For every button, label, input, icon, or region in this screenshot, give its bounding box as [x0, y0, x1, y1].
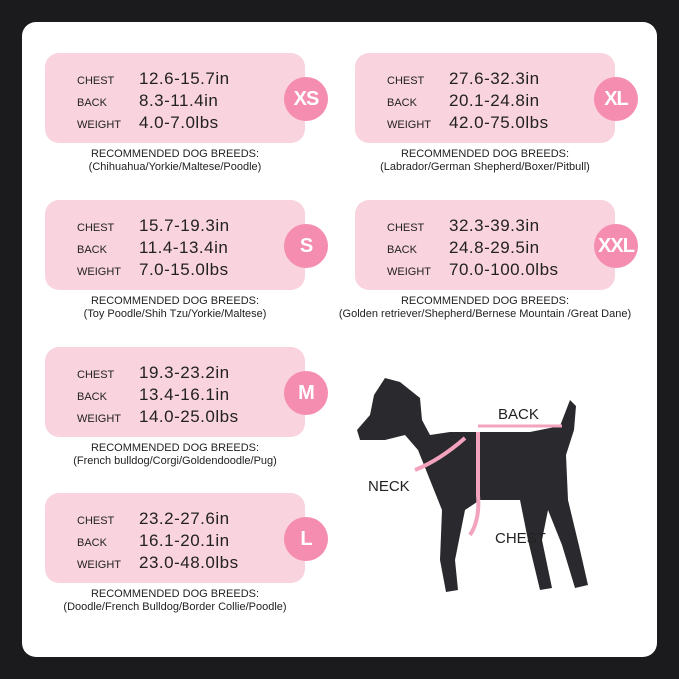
chest-value: 12.6-15.7in: [139, 69, 230, 88]
weight-value: 23.0-48.0lbs: [139, 553, 239, 572]
back-label: BACK: [77, 537, 107, 549]
breeds-list: (Toy Poodle/Shih Tzu/Yorkie/Maltese): [83, 308, 267, 320]
dog-diagram: BACK NECK CHEST: [330, 360, 590, 615]
weight-value: 70.0-100.0lbs: [449, 260, 559, 279]
chest-label: CHEST: [77, 369, 115, 381]
chest-label: CHEST: [495, 530, 546, 547]
breeds-list: (Labrador/German Shepherd/Boxer/Pitbull): [380, 161, 590, 173]
recommended-breeds: RECOMMENDED DOG BREEDS: (Labrador/German …: [325, 148, 645, 174]
breeds-list: (Golden retriever/Shepherd/Bernese Mount…: [338, 308, 632, 320]
chest-label: CHEST: [77, 222, 115, 234]
chest-label: CHEST: [77, 515, 115, 527]
recommended-breeds: RECOMMENDED DOG BREEDS: (Golden retriever…: [325, 295, 645, 321]
recommended-heading: RECOMMENDED DOG BREEDS:: [90, 148, 260, 160]
back-label: BACK: [77, 391, 107, 403]
dog-silhouette-icon: [357, 378, 588, 592]
chest-value: 27.6-32.3in: [449, 69, 540, 88]
neck-label: NECK: [368, 478, 410, 495]
breeds-list: (Doodle/French Bulldog/Border Collie/Poo…: [63, 601, 287, 613]
recommended-breeds: RECOMMENDED DOG BREEDS: (Toy Poodle/Shih …: [15, 295, 335, 321]
back-value: 16.1-20.1in: [139, 531, 230, 550]
recommended-heading: RECOMMENDED DOG BREEDS:: [90, 588, 260, 600]
weight-value: 7.0-15.0lbs: [139, 260, 229, 279]
back-label: BACK: [77, 97, 107, 109]
size-badge: XXL: [594, 224, 638, 268]
size-badge: XS: [284, 77, 328, 121]
back-value: 24.8-29.5in: [449, 238, 540, 257]
back-label: BACK: [77, 244, 107, 256]
size-box: CHEST 27.6-32.3in BACK 20.1-24.8in WEIGHT 4…: [355, 53, 615, 143]
size-badge: XL: [594, 77, 638, 121]
size-box: CHEST 19.3-23.2in BACK 13.4-16.1in WEIGHT 1…: [45, 347, 305, 437]
chest-value: 23.2-27.6in: [139, 509, 230, 528]
back-label: BACK: [498, 406, 539, 423]
size-box: CHEST 12.6-15.7in BACK 8.3-11.4in WEIGHT 4.…: [45, 53, 305, 143]
breeds-list: (Chihuahua/Yorkie/Maltese/Poodle): [88, 161, 262, 173]
weight-label: WEIGHT: [77, 266, 121, 278]
recommended-heading: RECOMMENDED DOG BREEDS:: [400, 295, 570, 307]
size-badge: M: [284, 371, 328, 415]
weight-value: 42.0-75.0lbs: [449, 113, 549, 132]
back-value: 20.1-24.8in: [449, 91, 540, 110]
chest-value: 15.7-19.3in: [139, 216, 230, 235]
weight-label: WEIGHT: [77, 413, 121, 425]
recommended-heading: RECOMMENDED DOG BREEDS:: [400, 148, 570, 160]
size-box: CHEST 23.2-27.6in BACK 16.1-20.1in WEIGHT 2…: [45, 493, 305, 583]
weight-value: 4.0-7.0lbs: [139, 113, 219, 132]
chest-value: 19.3-23.2in: [139, 363, 230, 382]
back-value: 8.3-11.4in: [139, 91, 219, 110]
size-badge: L: [284, 517, 328, 561]
chest-label: CHEST: [387, 222, 425, 234]
size-box: CHEST 32.3-39.3in BACK 24.8-29.5in WEIGHT 7…: [355, 200, 615, 290]
chest-label: CHEST: [77, 75, 115, 87]
breeds-list: (French bulldog/Corgi/Goldendoodle/Pug): [73, 455, 277, 467]
chest-label: CHEST: [387, 75, 425, 87]
recommended-heading: RECOMMENDED DOG BREEDS:: [90, 295, 260, 307]
weight-label: WEIGHT: [387, 266, 431, 278]
back-value: 11.4-13.4in: [139, 238, 229, 257]
recommended-heading: RECOMMENDED DOG BREEDS:: [90, 442, 260, 454]
back-value: 13.4-16.1in: [139, 385, 230, 404]
weight-label: WEIGHT: [387, 119, 431, 131]
weight-value: 14.0-25.0lbs: [139, 407, 239, 426]
weight-label: WEIGHT: [77, 119, 121, 131]
size-badge: S: [284, 224, 328, 268]
back-label: BACK: [387, 244, 417, 256]
recommended-breeds: RECOMMENDED DOG BREEDS: (Doodle/French Bu…: [15, 588, 335, 614]
back-label: BACK: [387, 97, 417, 109]
recommended-breeds: RECOMMENDED DOG BREEDS: (French bulldog/C…: [15, 442, 335, 468]
recommended-breeds: RECOMMENDED DOG BREEDS: (Chihuahua/Yorkie…: [15, 148, 335, 174]
chest-value: 32.3-39.3in: [449, 216, 540, 235]
size-box: CHEST 15.7-19.3in BACK 11.4-13.4in WEIGHT 7…: [45, 200, 305, 290]
weight-label: WEIGHT: [77, 559, 121, 571]
